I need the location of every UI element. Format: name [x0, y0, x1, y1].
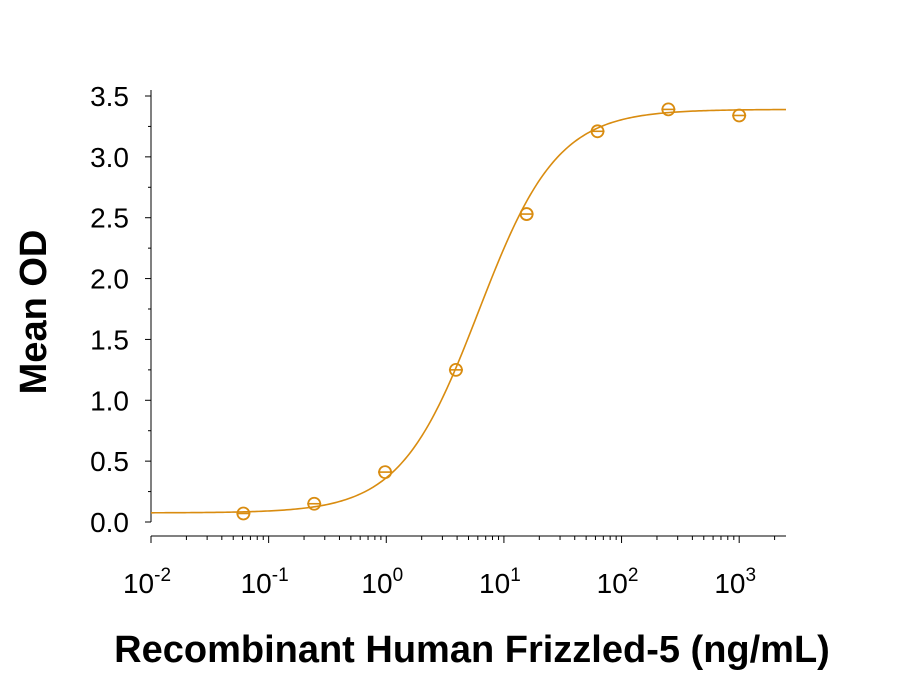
- y-tick-label: 1.0: [90, 385, 129, 416]
- point-marker: [519, 207, 534, 221]
- y-axis: 0.0 0.5 1.0 1.5 2.0 2.5 3.0 3.5: [90, 81, 152, 538]
- data-point: [590, 124, 605, 139]
- point-marker: [661, 102, 676, 117]
- point-marker: [590, 124, 605, 139]
- y-tick-label: 0.0: [90, 507, 129, 538]
- x-tick-label: 100: [361, 565, 403, 599]
- fit-curve: [151, 108, 787, 514]
- data-point: [661, 102, 676, 117]
- point-marker: [732, 108, 747, 123]
- point-marker: [378, 465, 392, 479]
- data-point: [307, 496, 322, 511]
- point-marker: [236, 506, 251, 521]
- x-tick-label: 103: [714, 565, 756, 599]
- x-tick-label: 10-1: [241, 565, 289, 599]
- y-axis-title: Mean OD: [13, 230, 55, 395]
- data-point: [448, 362, 463, 377]
- x-tick-label: 102: [597, 565, 639, 599]
- x-tick-label: 101: [479, 565, 521, 599]
- plot-area: [151, 102, 787, 521]
- y-tick-label: 3.5: [90, 81, 129, 112]
- data-point: [519, 207, 534, 221]
- x-axis-title: Recombinant Human Frizzled-5 (ng/mL): [114, 629, 830, 671]
- y-tick-label: 0.5: [90, 446, 129, 477]
- data-point: [236, 506, 251, 521]
- x-axis: 10-2 10-1 100 101 102 103: [123, 535, 786, 599]
- y-tick-label: 3.0: [90, 142, 129, 173]
- point-marker: [307, 496, 322, 511]
- y-tick-label: 2.5: [90, 203, 129, 234]
- y-tick-label: 2.0: [90, 264, 129, 295]
- point-marker: [449, 362, 463, 377]
- data-point: [378, 465, 393, 479]
- data-point: [732, 108, 747, 123]
- x-tick-label: 10-2: [123, 565, 171, 599]
- y-tick-label: 1.5: [90, 324, 129, 355]
